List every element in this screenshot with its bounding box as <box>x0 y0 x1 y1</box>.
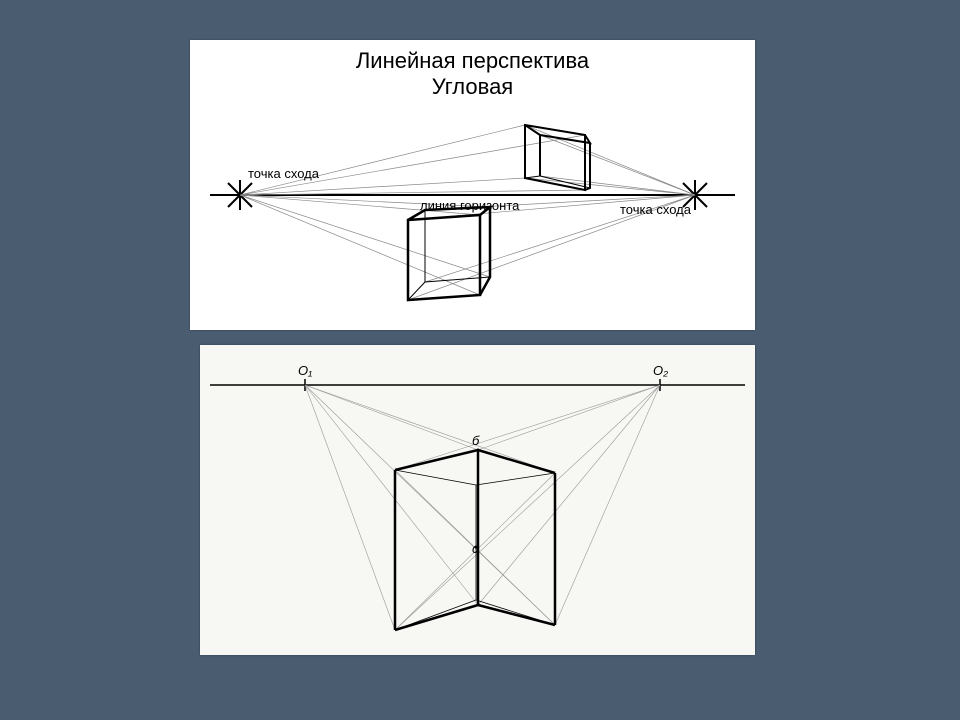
bottom-perspective-panel: O₁ O₂ б с <box>200 345 755 655</box>
label-horizon: линия горизонта <box>420 198 519 213</box>
label-o1: O₁ <box>298 363 312 378</box>
top-point-b <box>477 449 480 452</box>
top-diagram-svg <box>190 40 755 330</box>
label-o2: O₂ <box>653 363 668 378</box>
cube-top <box>525 125 590 190</box>
label-c: с <box>472 541 479 556</box>
top-perspective-panel: Линейная перспектива Угловая <box>190 40 755 330</box>
bottom-diagram-svg <box>200 345 755 655</box>
cube-main <box>395 450 555 630</box>
rays-top-cube <box>240 125 695 195</box>
rays-bottom-diagram <box>305 385 660 630</box>
label-b: б <box>472 433 479 448</box>
cube-bottom <box>408 207 490 300</box>
label-vp-left: точка схода <box>248 166 319 181</box>
label-vp-right: точка схода <box>620 202 691 217</box>
